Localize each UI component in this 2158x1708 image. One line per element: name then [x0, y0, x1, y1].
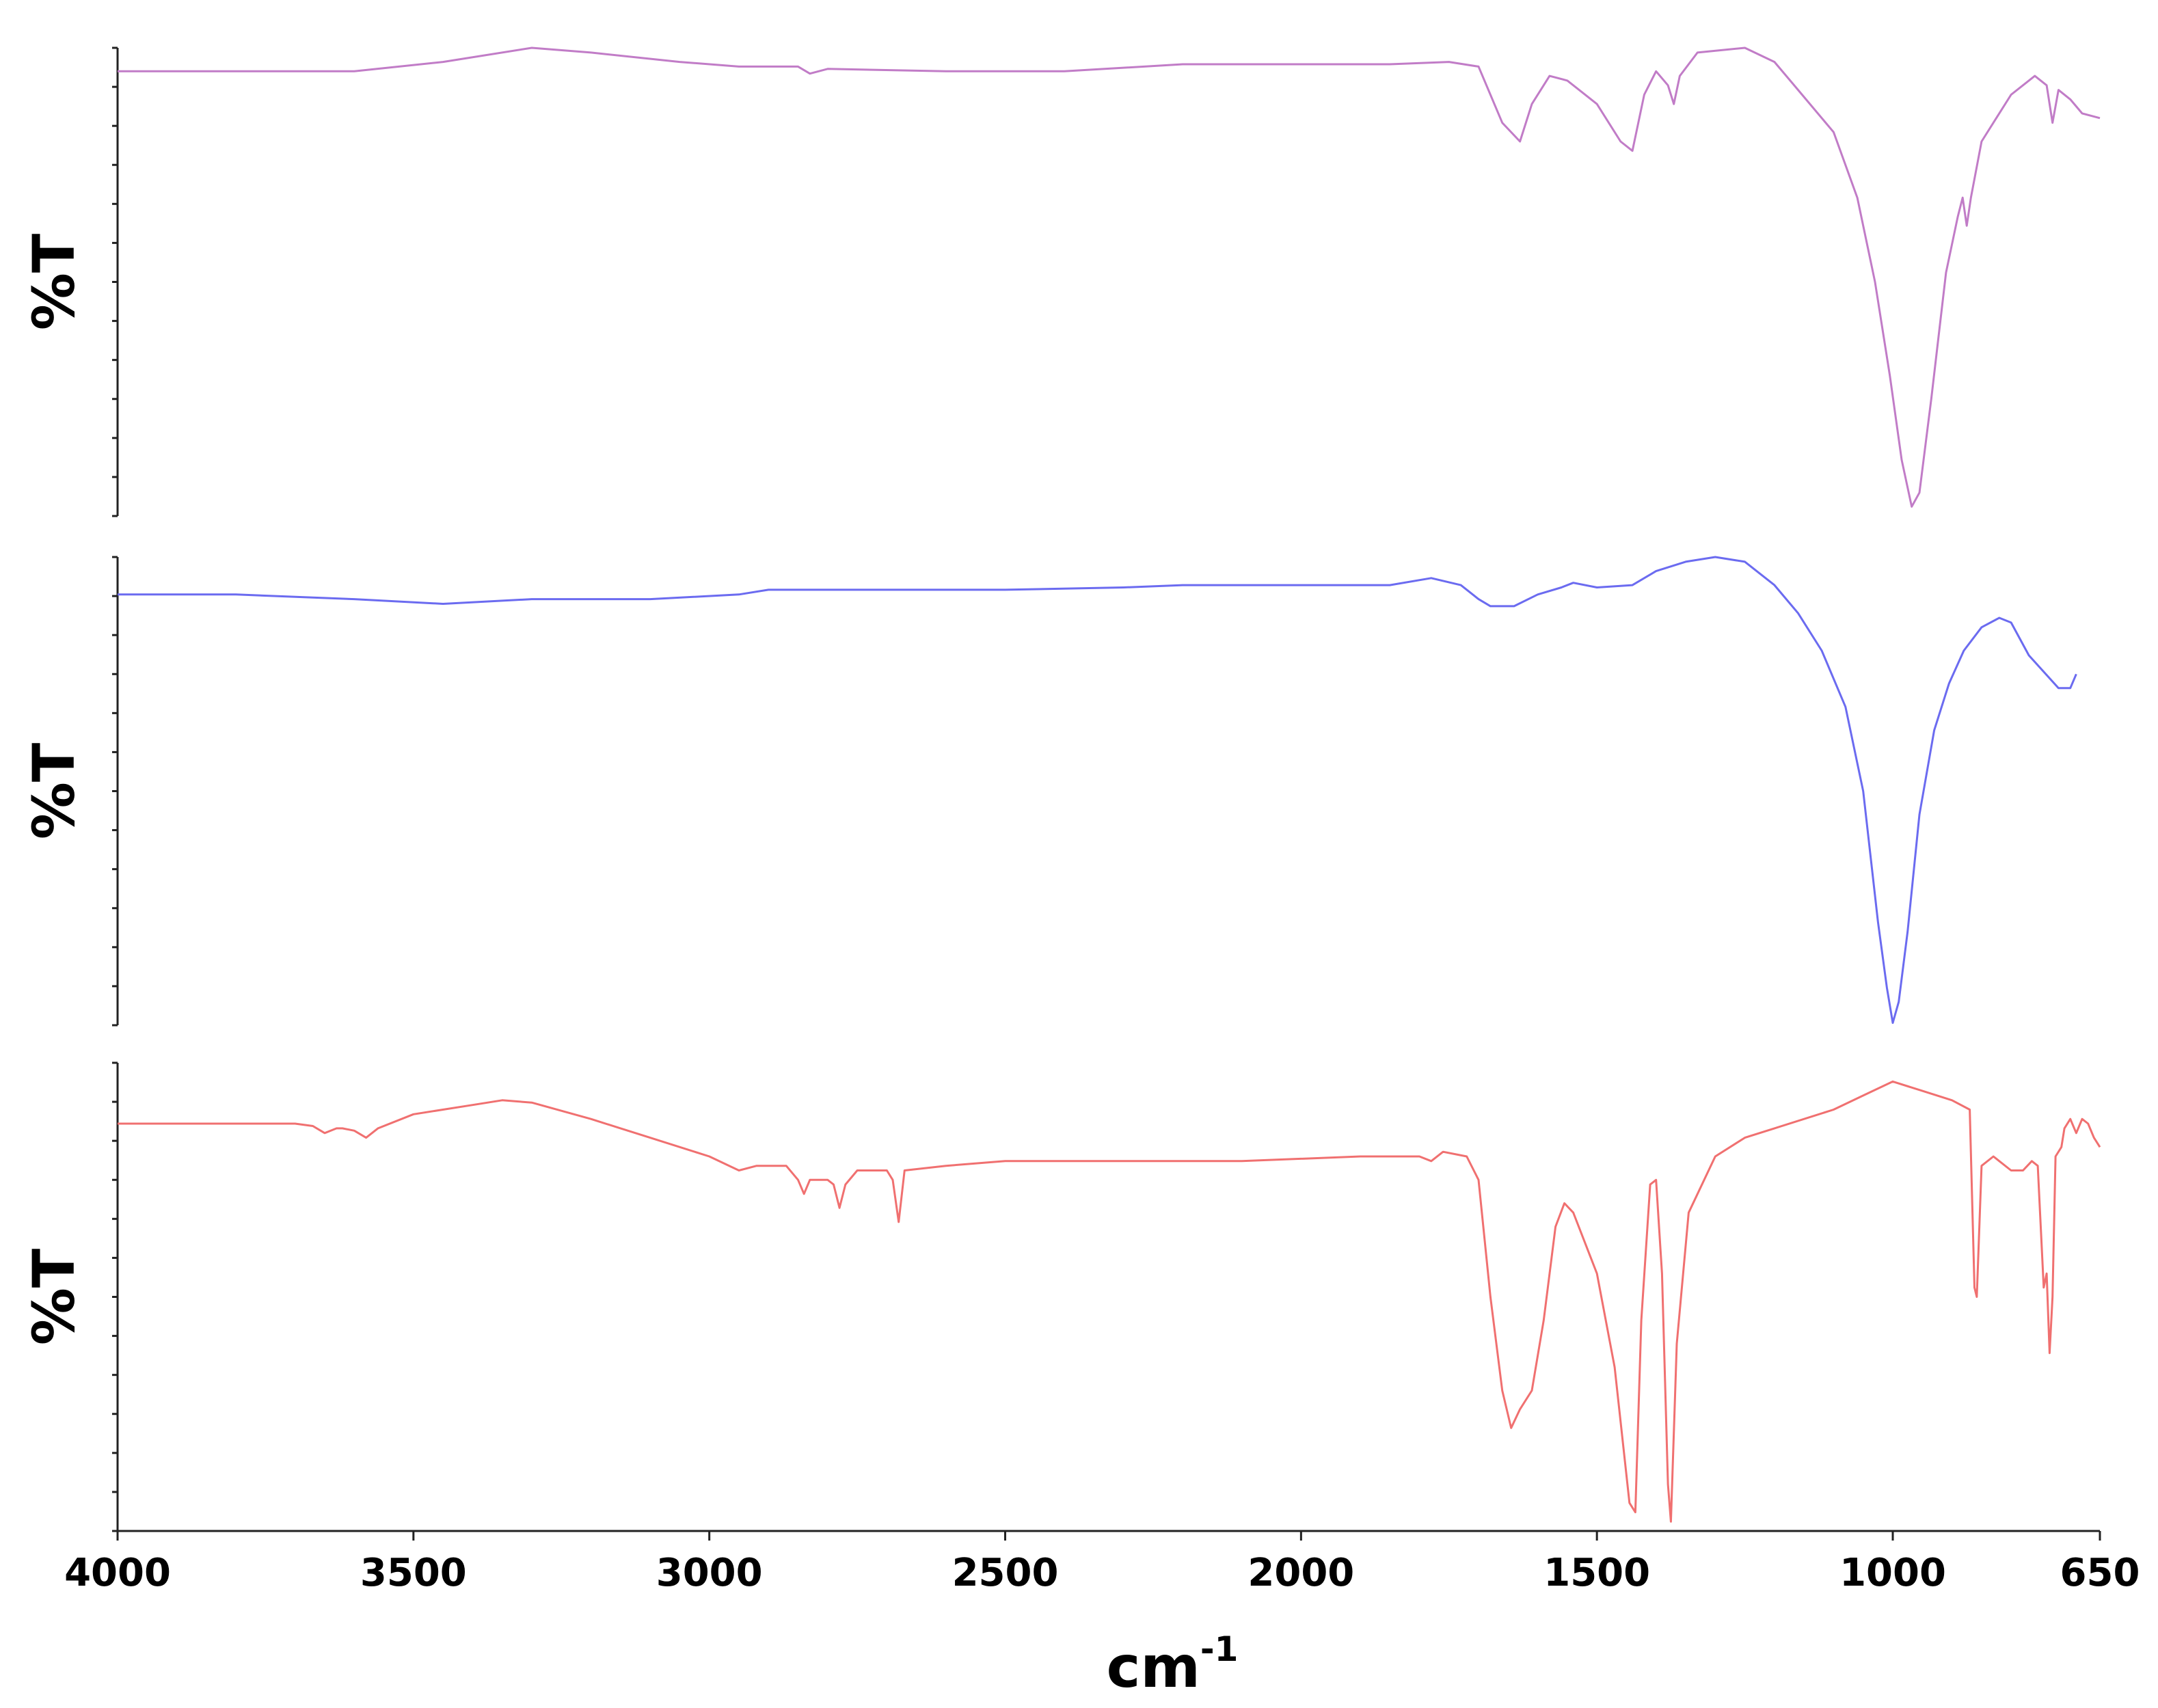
- x-tick-label-1500: 1500: [1543, 1551, 1650, 1595]
- x-tick-label-3500: 3500: [360, 1551, 467, 1595]
- spectra-plots: [118, 46, 2101, 1523]
- y-axis-label-1: %T: [21, 234, 87, 330]
- x-tick-label-3000: 3000: [656, 1551, 763, 1595]
- axes: [112, 46, 2101, 1541]
- x-axis-label: cm-1: [1107, 1629, 1239, 1700]
- spectrum-line-1: [118, 46, 2101, 508]
- x-tick-label-2500: 2500: [952, 1551, 1059, 1595]
- x-tick-label-1000: 1000: [1839, 1551, 1946, 1595]
- x-tick-labels: 4000 3500 3000 2500 2000 1500 1000 650: [64, 1551, 2140, 1595]
- spectrum-line-2: [118, 556, 2077, 1025]
- x-axis-label-sup: -1: [1200, 1629, 1239, 1669]
- x-tick-label-2000: 2000: [1247, 1551, 1354, 1595]
- x-tick-label-650: 650: [2060, 1551, 2140, 1595]
- spectrum-line-3: [118, 1080, 2101, 1523]
- y-axis-label-3: %T: [21, 1249, 87, 1345]
- x-axis-label-main: cm: [1107, 1634, 1200, 1700]
- x-tick-label-4000: 4000: [64, 1551, 171, 1595]
- y-axis-label-2: %T: [21, 743, 87, 839]
- y-axis-labels: %T %T %T: [21, 234, 87, 1345]
